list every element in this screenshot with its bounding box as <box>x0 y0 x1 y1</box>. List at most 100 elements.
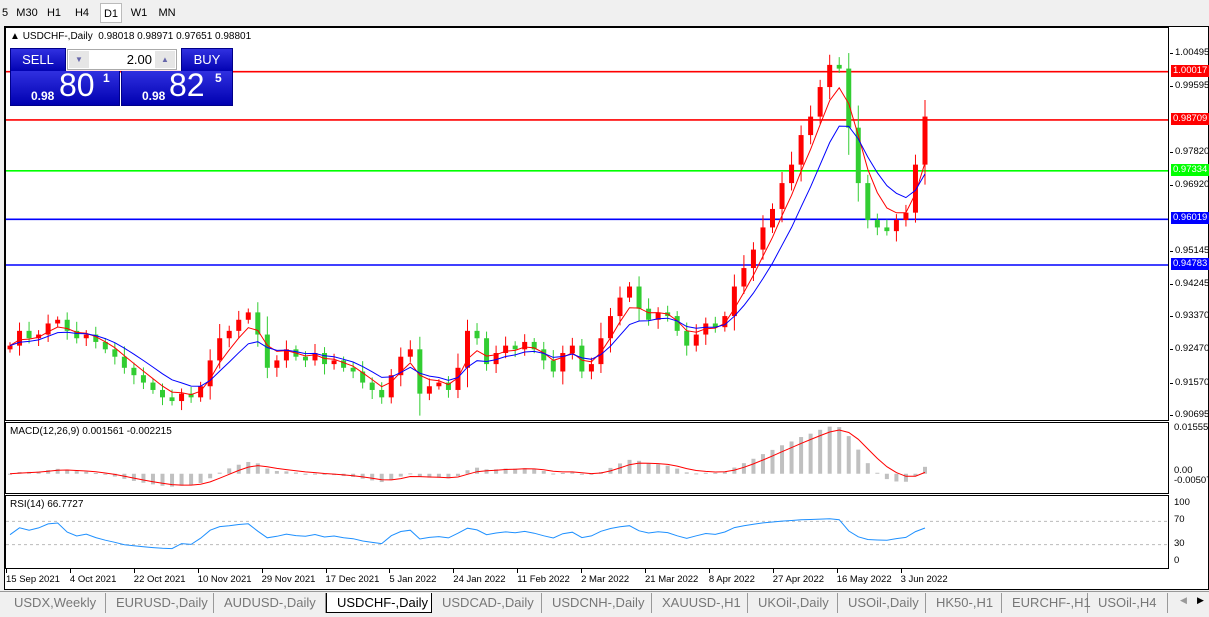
timeframe-D1[interactable]: D1 <box>100 3 122 23</box>
date-tick <box>772 569 774 573</box>
macd-histogram-bar <box>227 468 232 474</box>
timeframe-toolbar: 5 M30 H1 H4 D1 W1 MN <box>0 0 1209 25</box>
rsi-canvas <box>6 518 1168 550</box>
chart-tab[interactable]: USDCHF-,Daily <box>326 593 432 613</box>
lot-decrease-icon[interactable]: ▼ <box>69 51 89 68</box>
macd-histogram-bar <box>313 473 317 475</box>
price-tick <box>1170 185 1173 187</box>
macd-histogram-bar <box>741 463 746 474</box>
price-tick <box>1170 349 1173 351</box>
sell-price-big: 80 <box>59 67 95 103</box>
timeframe-W1[interactable]: W1 <box>130 7 148 19</box>
candle-body <box>474 330 480 339</box>
macd-histogram-bar <box>284 471 289 474</box>
timeframe-M30[interactable]: M30 <box>16 7 38 19</box>
candle-body <box>770 208 775 228</box>
macd-histogram-bar <box>112 473 117 477</box>
macd-histogram-bar <box>903 473 908 482</box>
candle-body <box>912 164 918 213</box>
chart-tab[interactable]: HK50-,H1 <box>926 593 1002 613</box>
chart-tab[interactable]: EURCHF-,H1 <box>1002 593 1091 613</box>
price-tick-label: 0.96920 <box>1175 179 1209 191</box>
candle-body <box>827 64 833 88</box>
candle-body <box>188 393 194 398</box>
candle-body <box>93 334 99 342</box>
candle-body <box>150 382 156 390</box>
lot-increase-icon[interactable]: ▲ <box>155 51 175 68</box>
candle-body <box>922 116 928 165</box>
candle-body <box>331 360 337 365</box>
chart-tab[interactable]: EURUSD-,Daily <box>106 593 214 613</box>
candle-body <box>45 323 51 335</box>
macd-histogram-bar <box>799 437 804 474</box>
candle-body <box>607 316 613 339</box>
macd-panel[interactable]: MACD(12,26,9) 0.001561 -0.002215 <box>5 422 1169 494</box>
macd-histogram-bar <box>160 473 165 486</box>
timeframe-H4[interactable]: H4 <box>74 7 90 19</box>
buy-price-button[interactable]: 0.98 82 5 <box>121 67 233 106</box>
chart-tab[interactable]: USOil-,H4 <box>1088 593 1168 613</box>
candle-body <box>102 341 108 350</box>
date-label: 21 Mar 2022 <box>645 574 699 585</box>
price-tick-label: 0.93370 <box>1175 310 1209 322</box>
chart-tab[interactable]: USDCNH-,Daily <box>542 593 652 613</box>
date-label: 24 Jan 2022 <box>453 574 506 585</box>
candle-body <box>560 353 566 372</box>
candle-body <box>436 382 442 387</box>
collapse-triangle-icon[interactable]: ▲ <box>10 31 20 42</box>
macd-histogram-bar <box>875 472 880 474</box>
price-tick <box>1170 250 1173 252</box>
candle-body <box>874 220 880 228</box>
macd-histogram-bar <box>417 473 422 477</box>
buy-button[interactable]: BUY <box>181 48 233 72</box>
date-tick <box>261 569 263 573</box>
candle-body <box>693 334 699 346</box>
macd-histogram-bar <box>103 473 108 475</box>
price-tick <box>1170 415 1173 416</box>
macd-histogram-bar <box>856 449 861 474</box>
candle-body <box>712 323 718 328</box>
tab-scroll-left-icon[interactable]: ◀ <box>1180 595 1187 605</box>
macd-histogram-bar <box>532 468 537 474</box>
candle-body <box>398 356 404 376</box>
macd-histogram-bar <box>713 472 718 474</box>
timeframe-5[interactable]: 5 <box>1 7 9 19</box>
timeframe-H1[interactable]: H1 <box>46 7 62 19</box>
one-click-trading-panel: SELL 0.98 80 1 ▼ 2.00 ▲ BUY 0.98 82 5 <box>10 48 233 106</box>
price-axis[interactable]: 1.00495 0.99595 0.97820 0.96920 0.95145 0.942… <box>1170 27 1209 421</box>
candle-body <box>493 353 499 365</box>
price-chart[interactable]: ▲ USDCHF-,Daily 0.98018 0.98971 0.97651 … <box>5 27 1169 421</box>
macd-histogram-bar <box>8 473 12 475</box>
candle-body <box>274 360 280 368</box>
macd-histogram-bar <box>722 471 727 474</box>
tab-scroll-right-icon[interactable]: ▶ <box>1197 595 1204 605</box>
lot-input[interactable]: ▼ 2.00 ▲ <box>67 49 177 70</box>
chart-tab[interactable]: AUDUSD-,Daily <box>214 593 326 613</box>
candle-body <box>503 345 509 354</box>
macd-histogram-bar <box>656 464 661 474</box>
macd-canvas <box>8 426 927 487</box>
rsi-axis-label: 100 <box>1174 497 1190 508</box>
timeframe-MN[interactable]: MN <box>158 7 176 19</box>
macd-histogram-bar <box>427 473 432 478</box>
price-tick-label: 0.95145 <box>1175 244 1209 256</box>
date-tick <box>389 569 391 573</box>
candle-body <box>569 345 575 354</box>
candle-body <box>865 183 871 221</box>
sell-button[interactable]: SELL <box>10 48 66 72</box>
macd-histogram-bar <box>637 460 642 474</box>
candle-body <box>417 349 423 394</box>
macd-histogram-bar <box>675 468 680 474</box>
rsi-title: RSI(14) 66.7727 <box>10 499 84 510</box>
macd-histogram-bar <box>751 458 756 474</box>
chart-tab[interactable]: USDX,Weekly <box>4 593 106 613</box>
sell-price-button[interactable]: 0.98 80 1 <box>10 67 120 106</box>
chart-tab[interactable]: UKOil-,Daily <box>748 593 838 613</box>
macd-histogram-bar <box>684 472 689 474</box>
rsi-panel[interactable]: RSI(14) 66.7727 <box>5 495 1169 569</box>
candle-body <box>817 87 823 117</box>
macd-histogram-bar <box>265 468 270 474</box>
chart-tab[interactable]: USDCAD-,Daily <box>432 593 542 613</box>
chart-tab[interactable]: USOil-,Daily <box>838 593 926 613</box>
chart-tab[interactable]: XAUUSD-,H1 <box>652 593 748 613</box>
